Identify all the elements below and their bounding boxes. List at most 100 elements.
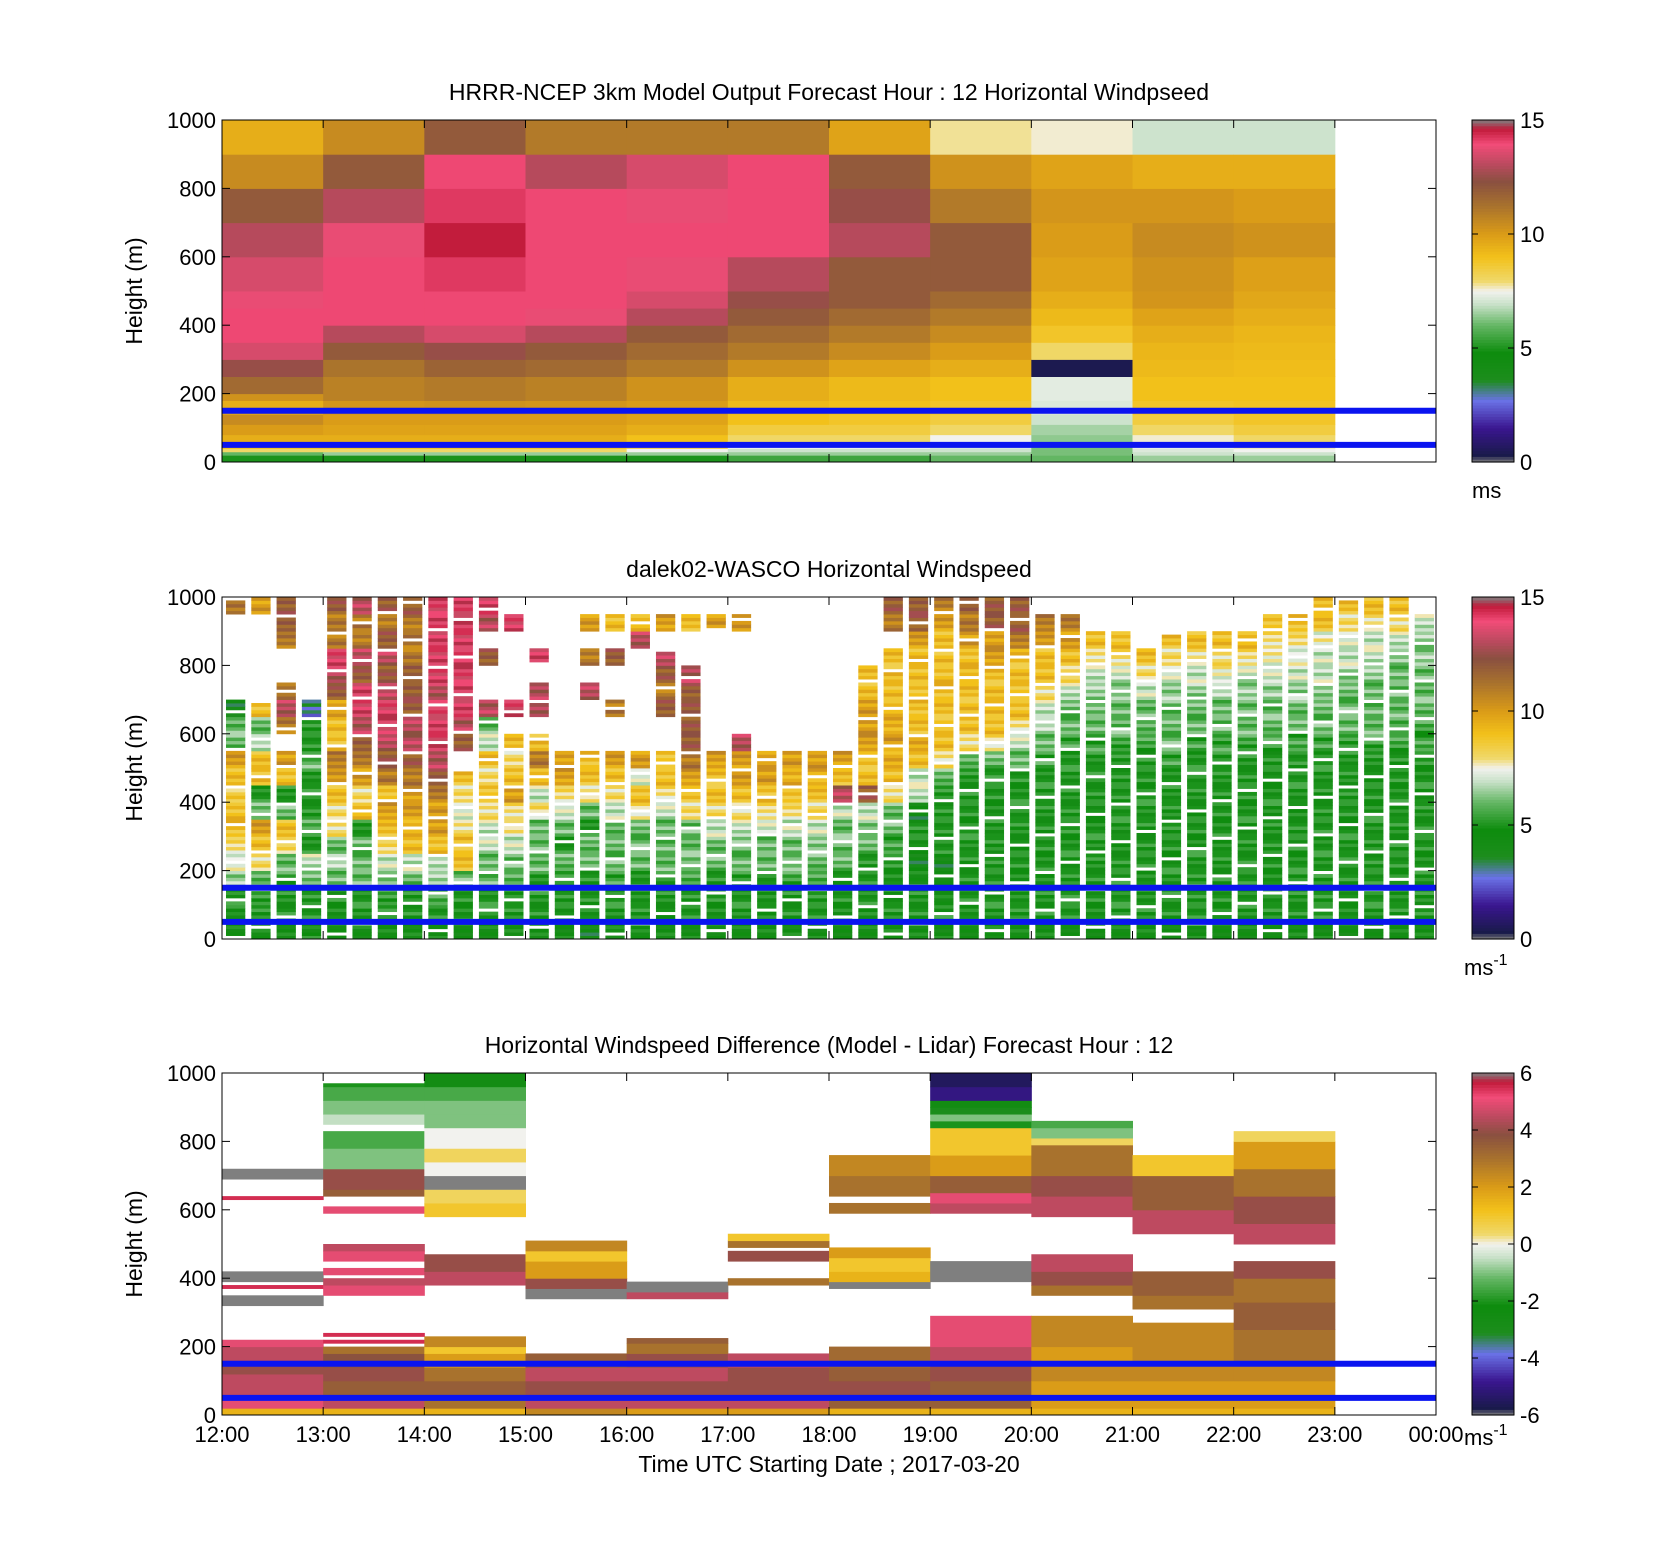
heatmap-cell [1111, 631, 1131, 636]
heatmap-cell [858, 778, 878, 783]
heatmap-cell [554, 815, 575, 820]
heatmap-cell [352, 668, 372, 673]
heatmap-cell [1212, 877, 1232, 882]
heatmap-cell [1035, 771, 1055, 776]
heatmap-cell [580, 788, 600, 793]
heatmap-cell [1288, 908, 1308, 913]
heatmap-cell [1389, 856, 1409, 861]
heatmap-cell [984, 713, 1005, 718]
heatmap-cell [226, 832, 246, 837]
colorbar-segment [1472, 836, 1514, 840]
heatmap-cell [1313, 620, 1333, 625]
heatmap-cell [757, 880, 777, 885]
heatmap-cell [655, 692, 676, 697]
heatmap-cell [1389, 658, 1409, 663]
heatmap-cell [959, 689, 979, 694]
heatmap-cell [327, 877, 347, 882]
heatmap-cell [1262, 668, 1283, 673]
heatmap-cell [1414, 750, 1434, 755]
heatmap-cell [1212, 795, 1232, 800]
heatmap-cell [1010, 904, 1030, 909]
heatmap-cell [1161, 785, 1182, 789]
heatmap-cell [1161, 870, 1182, 875]
heatmap-cell [1010, 911, 1030, 916]
heatmap-cell [453, 850, 473, 854]
heatmap-cell [1414, 689, 1434, 694]
heatmap-cell [1288, 631, 1308, 636]
heatmap-cell [1111, 703, 1131, 707]
heatmap-cell [706, 617, 726, 622]
heatmap-cell [504, 908, 524, 913]
heatmap-cell [605, 836, 625, 841]
heatmap-cell [323, 325, 425, 343]
heatmap-cell [323, 1267, 425, 1276]
heatmap-cell [1389, 603, 1409, 608]
heatmap-cell [959, 631, 979, 636]
colorbar-segment [1472, 859, 1514, 863]
heatmap-cell [858, 815, 878, 820]
colorbar-segment [1472, 648, 1514, 652]
heatmap-cell [504, 874, 524, 878]
heatmap-cell [352, 904, 372, 909]
heatmap-cell [1212, 843, 1232, 848]
heatmap-cell [1233, 308, 1336, 326]
heatmap-cell [1288, 733, 1308, 738]
colorbar-segment [1472, 1372, 1514, 1376]
heatmap-cell [858, 733, 878, 738]
heatmap-cell [655, 867, 676, 871]
heatmap-cell [1111, 781, 1131, 786]
heatmap-cell [1338, 641, 1359, 646]
heatmap-cell [554, 822, 575, 827]
heatmap-cell [352, 689, 372, 694]
heatmap-cell [858, 836, 878, 841]
heatmap-cell [377, 627, 398, 632]
heatmap-cell [1031, 308, 1133, 326]
heatmap-cell [883, 863, 903, 868]
heatmap-cell [1060, 675, 1080, 680]
heatmap-cell [478, 925, 499, 930]
heatmap-cell [1085, 716, 1106, 721]
heatmap-cell [352, 614, 372, 618]
heatmap-cell [757, 925, 777, 930]
heatmap-cell [757, 774, 777, 779]
heatmap-cell [1060, 733, 1080, 738]
heatmap-cell [731, 891, 752, 895]
heatmap-cell [251, 846, 271, 851]
colorbar-segment [1472, 896, 1514, 900]
heatmap-cell [1136, 839, 1156, 844]
colorbar-segment [1472, 1158, 1514, 1162]
y-tick-label: 200 [179, 382, 216, 407]
heatmap-cell [504, 764, 524, 769]
heatmap-cell [1288, 747, 1308, 752]
heatmap-cell [525, 1240, 628, 1252]
heatmap-cell [323, 188, 425, 224]
heatmap-cell [829, 424, 931, 436]
heatmap-cell [323, 376, 425, 401]
heatmap-cell [428, 788, 448, 793]
heatmap-cell [327, 658, 347, 663]
heatmap-cell [829, 325, 931, 343]
heatmap-cell [1212, 822, 1232, 827]
heatmap-cell [930, 1346, 1032, 1365]
heatmap-cell [1132, 359, 1235, 377]
heatmap-cell [984, 617, 1005, 622]
heatmap-cell [681, 867, 701, 871]
heatmap-cell [782, 819, 802, 824]
heatmap-cell [1237, 689, 1257, 694]
heatmap-cell [504, 870, 524, 875]
heatmap-cell [934, 877, 954, 882]
heatmap-cell [757, 826, 777, 830]
heatmap-cell [1212, 764, 1232, 769]
heatmap-cell [327, 716, 347, 721]
heatmap-cell [858, 839, 878, 844]
x-tick-label: 17:00 [700, 1422, 755, 1447]
heatmap-cell [681, 723, 701, 728]
heatmap-cell [1035, 894, 1055, 899]
heatmap-cell [1187, 761, 1207, 765]
heatmap-cell [1262, 631, 1283, 636]
heatmap-cell [1288, 689, 1308, 694]
colorbar-segment [1472, 1206, 1514, 1211]
colorbar-segment [1472, 685, 1514, 689]
heatmap-cell [301, 843, 322, 848]
